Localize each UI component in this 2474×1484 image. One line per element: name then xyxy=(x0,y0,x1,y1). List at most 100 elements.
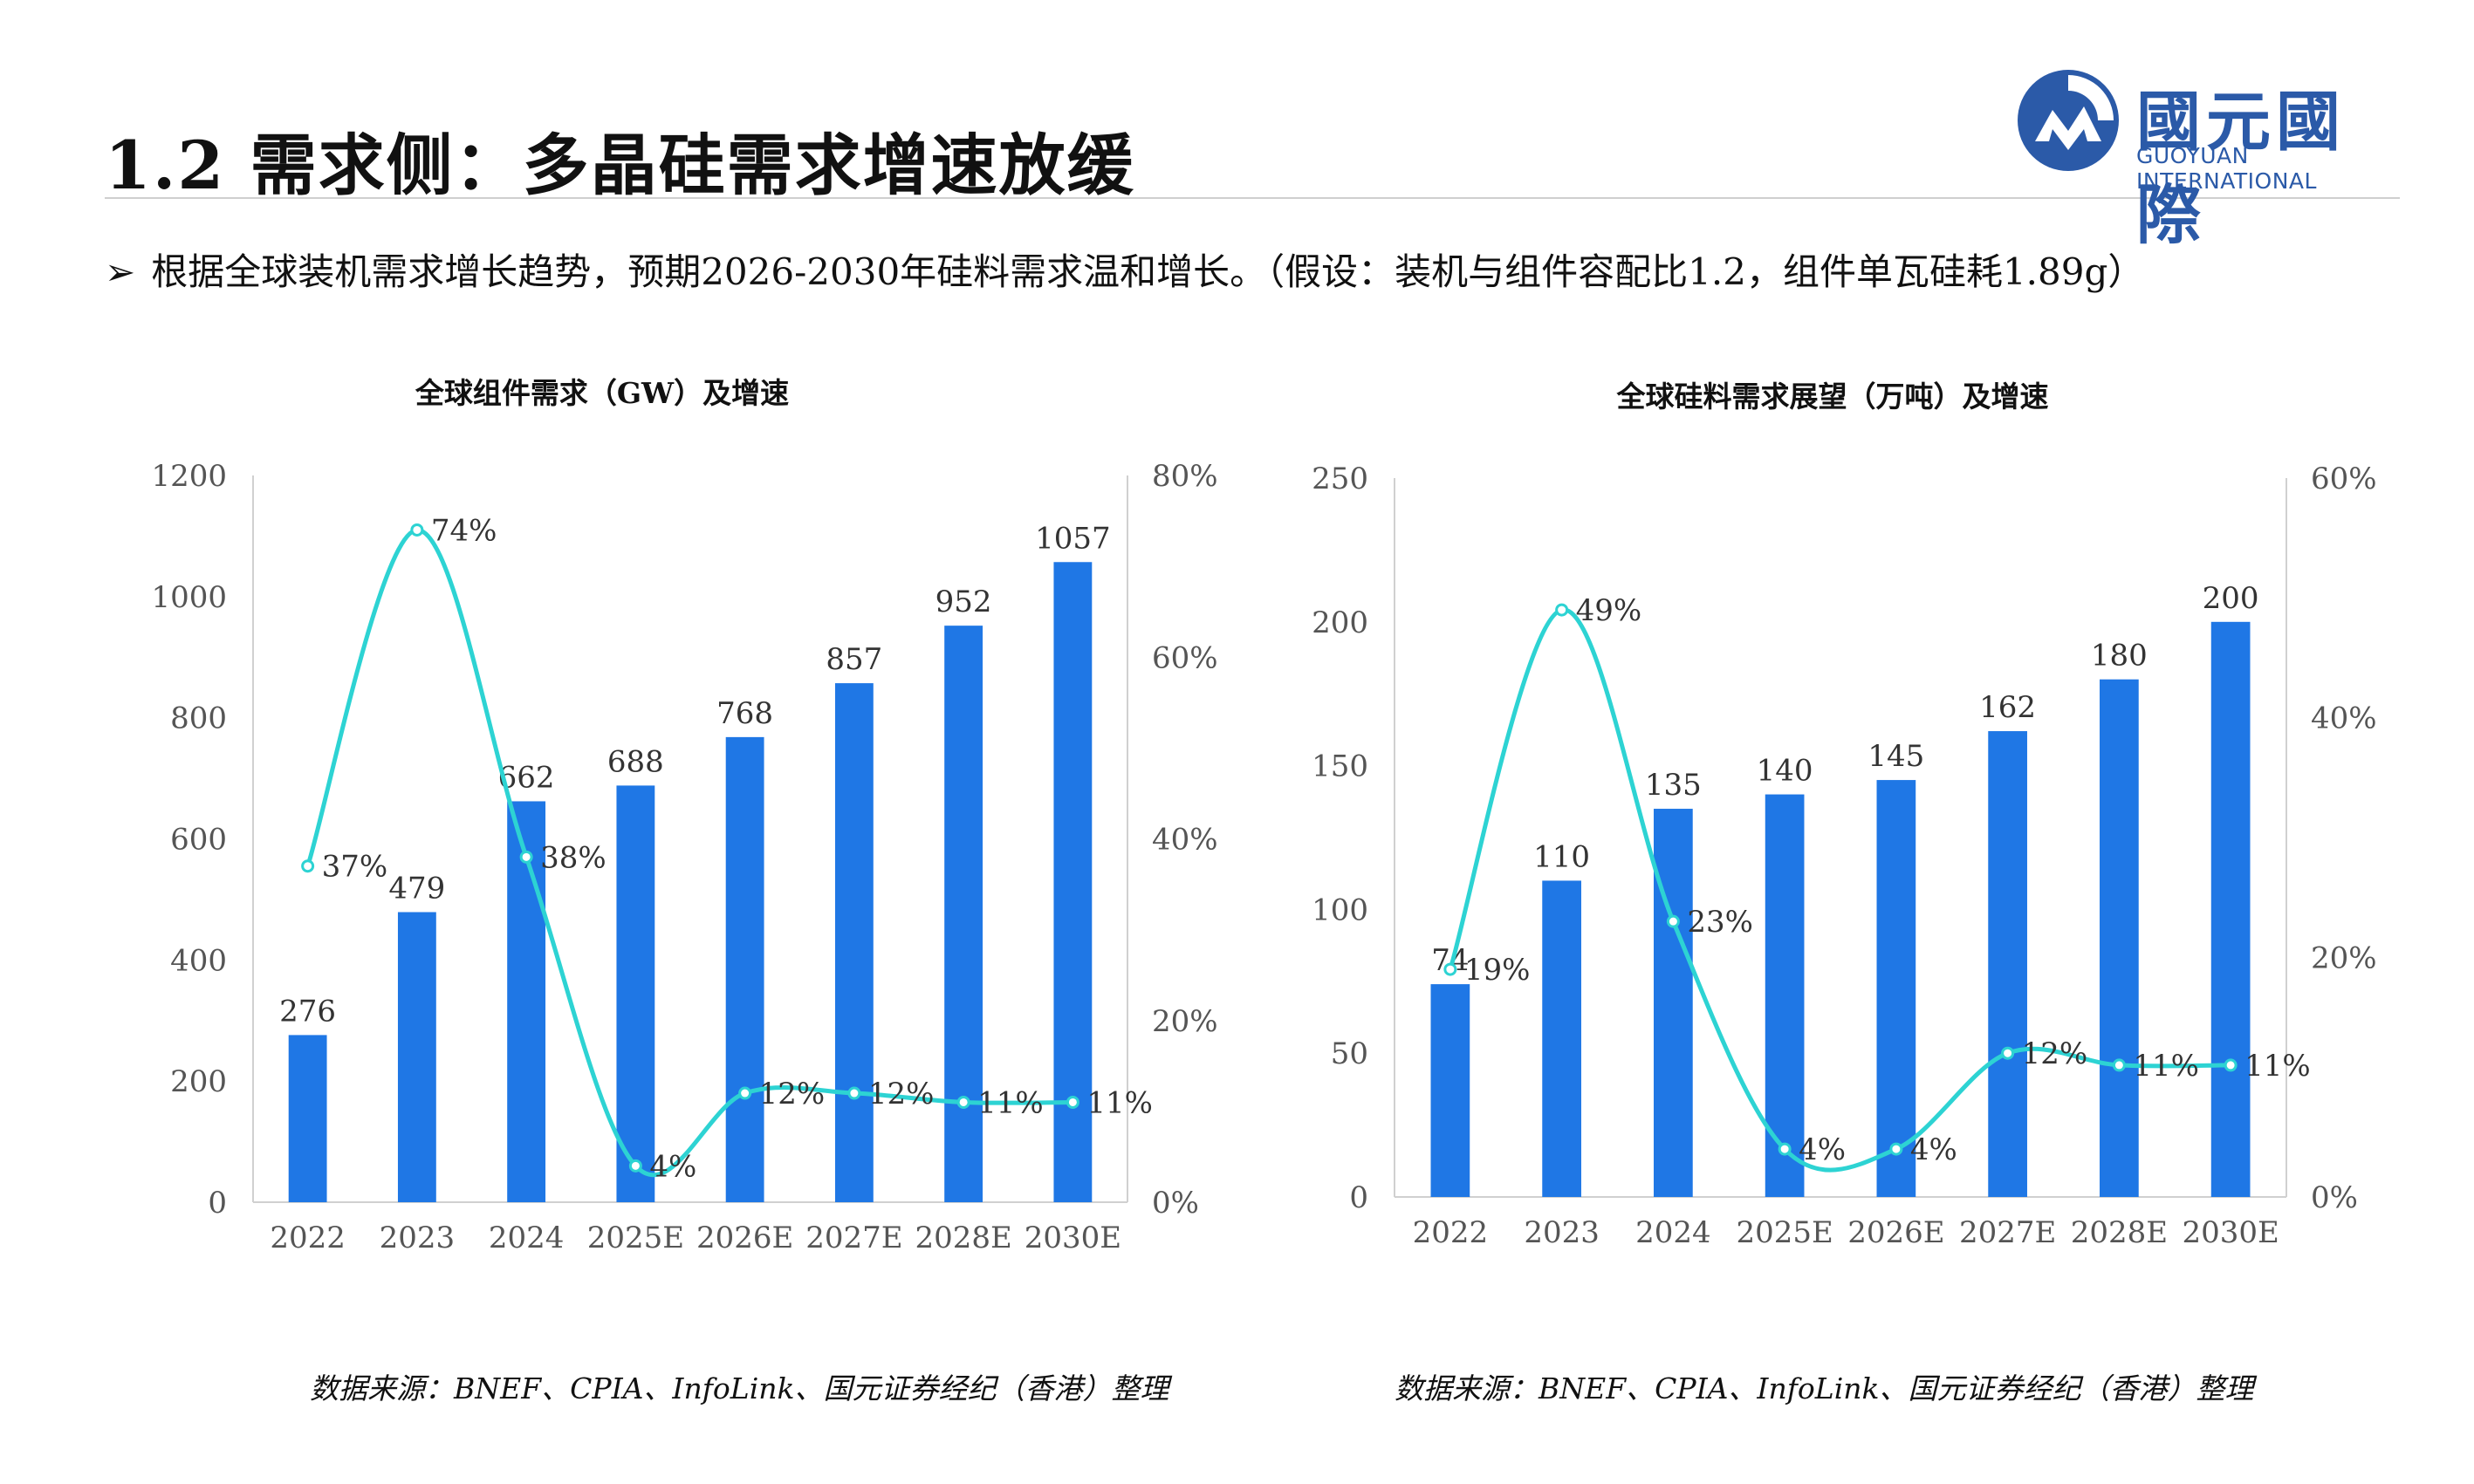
y2-tick-label: 20% xyxy=(1152,1004,1218,1039)
growth-point xyxy=(519,850,533,864)
x-tick-label: 2030E xyxy=(1025,1221,1121,1255)
growth-point xyxy=(1666,914,1680,928)
growth-point xyxy=(2112,1058,2126,1072)
bar xyxy=(1430,984,1470,1197)
y-tick-label: 50 xyxy=(1331,1036,1368,1071)
growth-point xyxy=(847,1086,861,1100)
bar-value-label: 200 xyxy=(2203,581,2259,616)
growth-rate-line xyxy=(1448,607,2231,1173)
x-tick-label: 2023 xyxy=(380,1221,456,1255)
y-tick-label: 400 xyxy=(170,943,227,978)
growth-label: 4% xyxy=(1910,1132,1957,1167)
x-tick-label: 2030E xyxy=(2182,1215,2279,1250)
y-tick-label: 200 xyxy=(1312,605,1368,640)
bar xyxy=(2100,679,2139,1197)
growth-point xyxy=(2224,1058,2238,1072)
source-note-left: 数据来源：BNEF、CPIA、InfoLink、国元证券经纪（香港）整理 xyxy=(310,1371,1169,1405)
growth-point xyxy=(1066,1095,1079,1109)
x-tick-label: 2022 xyxy=(270,1221,346,1255)
chart-title-module-demand: 全球组件需求（GW）及增速 xyxy=(415,376,790,410)
y2-tick-label: 0% xyxy=(2311,1180,2358,1215)
y2-tick-label: 20% xyxy=(2311,940,2377,975)
growth-point xyxy=(738,1086,752,1100)
growth-label: 4% xyxy=(649,1149,696,1184)
chart-title-silicon-demand: 全球硅料需求展望（万吨）及增速 xyxy=(1616,380,2049,414)
y-tick-label: 1200 xyxy=(151,459,227,494)
bar xyxy=(834,683,874,1202)
growth-point xyxy=(1778,1142,1792,1156)
growth-label: 12% xyxy=(868,1077,935,1111)
bar xyxy=(507,801,546,1202)
bar xyxy=(2210,621,2251,1197)
growth-point xyxy=(628,1159,642,1173)
bar-value-label: 180 xyxy=(2091,639,2148,674)
bar xyxy=(397,912,436,1202)
x-tick-label: 2027E xyxy=(1959,1215,2056,1250)
guoyuan-logo-icon xyxy=(2018,70,2119,171)
growth-point xyxy=(410,523,424,537)
bar xyxy=(616,785,655,1202)
growth-point xyxy=(1443,962,1457,976)
y-tick-label: 0 xyxy=(1349,1180,1368,1215)
y-tick-label: 1000 xyxy=(151,580,227,615)
bar xyxy=(1988,731,2027,1197)
silicon-demand-chart: 0501001502002500%20%40%60%74202211020231… xyxy=(1312,462,2377,1250)
y2-tick-label: 60% xyxy=(2311,462,2377,496)
bar-value-label: 140 xyxy=(1757,754,1813,789)
page-title: 1.2 需求侧：多晶硅需求增速放缓 xyxy=(105,127,1135,204)
y-tick-label: 0 xyxy=(208,1186,227,1221)
y2-tick-label: 0% xyxy=(1152,1186,1199,1221)
growth-label: 4% xyxy=(1799,1132,1846,1167)
bar-value-label: 768 xyxy=(716,696,773,731)
growth-point xyxy=(1889,1142,1903,1156)
bar-value-label: 276 xyxy=(279,994,336,1029)
x-tick-label: 2026E xyxy=(696,1221,793,1255)
bullet-text: 根据全球装机需求增长趋势，预期2026-2030年硅料需求温和增长。（假设：装机… xyxy=(151,250,2145,293)
y-tick-label: 150 xyxy=(1312,749,1368,784)
x-tick-label: 2024 xyxy=(489,1221,565,1255)
growth-label: 12% xyxy=(759,1077,826,1111)
growth-label: 23% xyxy=(1687,905,1753,940)
growth-label: 11% xyxy=(2244,1049,2311,1084)
bar xyxy=(725,736,764,1202)
bar xyxy=(1876,780,1916,1197)
bar-value-label: 135 xyxy=(1645,768,1702,803)
growth-label: 49% xyxy=(1576,593,1642,628)
y2-tick-label: 80% xyxy=(1152,459,1218,494)
bar-value-label: 110 xyxy=(1533,839,1590,874)
growth-label: 12% xyxy=(2022,1036,2088,1071)
y-tick-label: 200 xyxy=(170,1064,227,1099)
x-tick-label: 2023 xyxy=(1524,1215,1600,1250)
y-tick-label: 100 xyxy=(1312,892,1368,927)
logo-english-name: GUOYUAN INTERNATIONAL xyxy=(2136,143,2317,194)
bar xyxy=(1053,562,1093,1202)
title-divider xyxy=(105,197,2400,199)
x-tick-label: 2027E xyxy=(805,1221,902,1255)
growth-point xyxy=(2001,1046,2015,1060)
x-tick-label: 2025E xyxy=(1736,1215,1833,1250)
bar-value-label: 857 xyxy=(826,642,882,677)
x-tick-label: 2028E xyxy=(915,1221,1011,1255)
y-tick-label: 800 xyxy=(170,701,227,736)
x-tick-label: 2028E xyxy=(2071,1215,2168,1250)
bullet-arrow-icon: ➢ xyxy=(105,250,136,293)
logo-chinese-name: 國元國際 xyxy=(2136,85,2346,253)
growth-label: 37% xyxy=(322,850,388,885)
growth-label: 19% xyxy=(1464,953,1531,988)
y-tick-label: 600 xyxy=(170,823,227,858)
y-tick-label: 250 xyxy=(1312,462,1368,496)
bar-value-label: 145 xyxy=(1867,739,1924,774)
growth-label: 74% xyxy=(431,513,497,548)
x-tick-label: 2022 xyxy=(1413,1215,1489,1250)
module-demand-chart: 0 200 400 600 800 1000 1200 0% 20% 40% 60% 80% 276 20… xyxy=(151,459,1218,1255)
x-tick-label: 2024 xyxy=(1635,1215,1711,1250)
growth-point xyxy=(1555,603,1569,617)
x-tick-label: 2025E xyxy=(587,1221,684,1255)
source-note-right: 数据来源：BNEF、CPIA、InfoLink、国元证券经纪（香港）整理 xyxy=(1395,1371,2254,1405)
growth-point xyxy=(301,859,315,873)
bar xyxy=(1654,809,1693,1197)
x-tick-label: 2026E xyxy=(1847,1215,1944,1250)
bar-value-label: 162 xyxy=(1979,690,2036,725)
bar-value-label: 1057 xyxy=(1035,521,1111,556)
growth-label: 11% xyxy=(1086,1085,1153,1120)
